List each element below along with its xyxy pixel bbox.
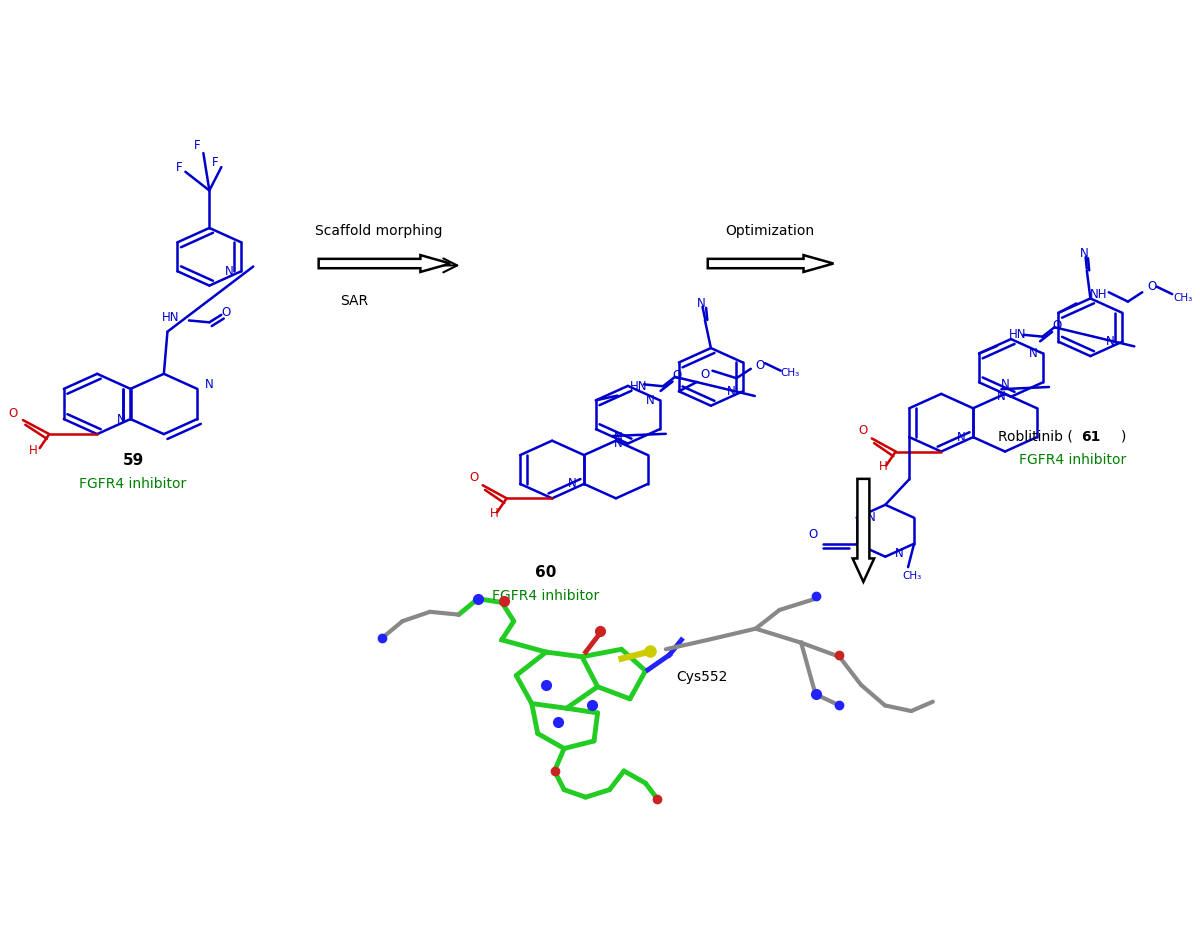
Text: H: H [491,507,499,520]
Text: N: N [205,377,214,391]
Text: N: N [224,265,234,278]
Text: F: F [176,161,182,174]
Text: O: O [701,368,710,381]
Text: ): ) [1121,430,1126,444]
Text: O: O [8,407,18,420]
Text: O: O [859,424,868,438]
Polygon shape [708,255,834,272]
Text: N: N [997,391,1006,403]
Text: HN: HN [162,311,179,324]
Text: CH₃: CH₃ [1174,293,1193,303]
Text: N: N [1106,335,1115,348]
Text: HN: HN [1009,329,1026,341]
Text: N: N [568,477,576,490]
Text: SAR: SAR [341,294,368,308]
Text: FGFR4 inhibitor: FGFR4 inhibitor [492,589,600,603]
Text: N: N [956,431,966,443]
Text: 61: 61 [1081,430,1100,444]
Text: Cys552: Cys552 [676,670,727,685]
Text: N: N [614,431,623,444]
Text: O: O [673,368,682,381]
Text: H: H [29,444,38,457]
Text: H: H [880,460,888,473]
Text: O: O [1052,319,1062,331]
Text: 59: 59 [122,453,144,468]
Text: N: N [1080,247,1088,260]
Text: N: N [1028,347,1038,360]
Text: CH₃: CH₃ [902,572,922,581]
Text: N: N [646,393,655,407]
Text: F: F [212,156,218,169]
Text: N: N [895,547,904,561]
Text: Scaffold morphing: Scaffold morphing [314,223,443,238]
Text: 60: 60 [535,565,557,580]
Text: FGFR4 inhibitor: FGFR4 inhibitor [1019,454,1127,467]
Text: O: O [809,528,818,541]
Polygon shape [853,479,874,582]
Text: Roblitinib (: Roblitinib ( [998,430,1073,444]
Text: N: N [726,385,736,398]
Text: O: O [1147,280,1157,293]
Text: N: N [697,297,706,310]
Polygon shape [319,255,450,272]
Text: N: N [116,412,125,425]
Text: N: N [866,511,875,524]
Text: N: N [1001,378,1009,391]
Text: O: O [756,359,764,372]
Text: Optimization: Optimization [726,223,815,238]
Text: NH: NH [1090,287,1108,300]
Text: N: N [614,437,623,450]
Text: HN: HN [630,379,647,393]
Text: FGFR4 inhibitor: FGFR4 inhibitor [79,477,187,490]
Text: F: F [194,139,200,152]
Text: O: O [469,471,479,485]
Text: CH₃: CH₃ [781,367,800,377]
Text: O: O [222,306,230,319]
